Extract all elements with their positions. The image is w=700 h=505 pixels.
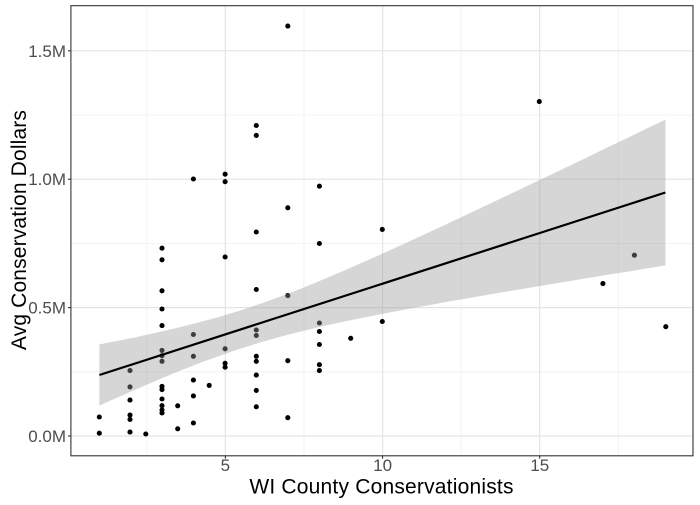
svg-text:WI County Conservationists: WI County Conservationists bbox=[249, 476, 513, 499]
svg-text:1.0M: 1.0M bbox=[28, 170, 66, 189]
svg-text:10: 10 bbox=[373, 456, 392, 475]
svg-text:0.0M: 0.0M bbox=[28, 427, 66, 446]
svg-text:Avg Conservation Dollars: Avg Conservation Dollars bbox=[8, 110, 31, 350]
svg-text:15: 15 bbox=[530, 456, 549, 475]
svg-text:5: 5 bbox=[221, 456, 230, 475]
svg-text:1.5M: 1.5M bbox=[28, 42, 66, 61]
svg-text:0.5M: 0.5M bbox=[28, 299, 66, 318]
